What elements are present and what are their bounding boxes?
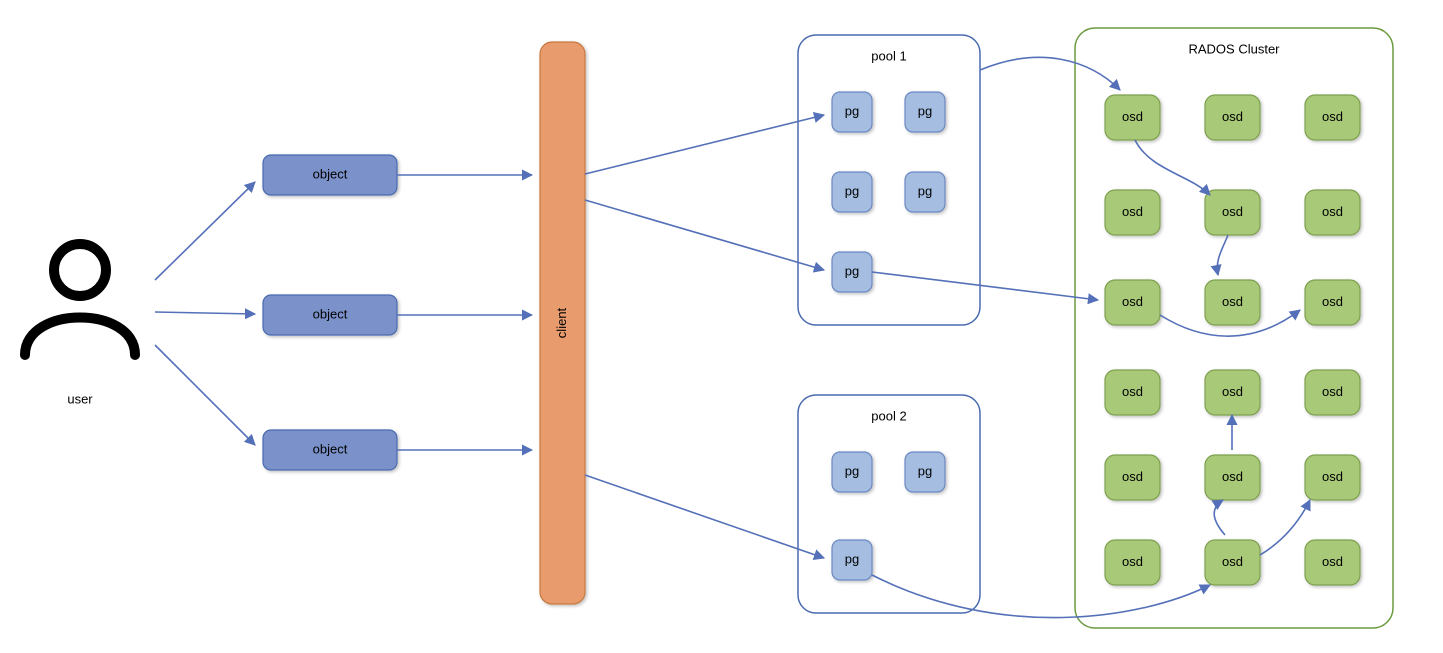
client-label: client (554, 307, 569, 338)
osd-label-r5-c1: osd (1222, 554, 1243, 569)
pool0-pg-label-2: pg (845, 183, 859, 198)
osd-label-r5-c0: osd (1122, 554, 1143, 569)
pool0-pg-label-1: pg (918, 103, 932, 118)
osd-label-r0-c1: osd (1222, 109, 1243, 124)
osd-label-r1-c2: osd (1322, 204, 1343, 219)
pool-title-0: pool 1 (871, 48, 906, 63)
osd-label-r5-c2: osd (1322, 554, 1343, 569)
pool1-pg-label-1: pg (918, 463, 932, 478)
pool1-pg-label-2: pg (845, 551, 859, 566)
object-label-1: object (313, 306, 348, 321)
user-label: user (67, 391, 93, 406)
osd-label-r0-c2: osd (1322, 109, 1343, 124)
pool0-pg-label-0: pg (845, 103, 859, 118)
osd-label-r3-c2: osd (1322, 384, 1343, 399)
osd-label-r4-c0: osd (1122, 469, 1143, 484)
osd-label-r1-c0: osd (1122, 204, 1143, 219)
osd-label-r2-c2: osd (1322, 294, 1343, 309)
osd-label-r3-c1: osd (1222, 384, 1243, 399)
pool0-pg-label-4: pg (845, 263, 859, 278)
osd-label-r2-c0: osd (1122, 294, 1143, 309)
object-label-0: object (313, 166, 348, 181)
osd-label-r2-c1: osd (1222, 294, 1243, 309)
osd-label-r3-c0: osd (1122, 384, 1143, 399)
diagram-root: user object object object client pool 1 pg pg pg… (0, 0, 1443, 653)
rados-cluster-title: RADOS Cluster (1188, 41, 1280, 56)
diagram-svg: user object object object client pool 1 pg pg pg… (0, 0, 1443, 653)
pool-title-1: pool 2 (871, 408, 906, 423)
object-label-2: object (313, 441, 348, 456)
osd-label-r4-c2: osd (1322, 469, 1343, 484)
pool0-pg-label-3: pg (918, 183, 932, 198)
osd-label-r1-c1: osd (1222, 204, 1243, 219)
osd-label-r0-c0: osd (1122, 109, 1143, 124)
pool1-pg-label-0: pg (845, 463, 859, 478)
osd-label-r4-c1: osd (1222, 469, 1243, 484)
